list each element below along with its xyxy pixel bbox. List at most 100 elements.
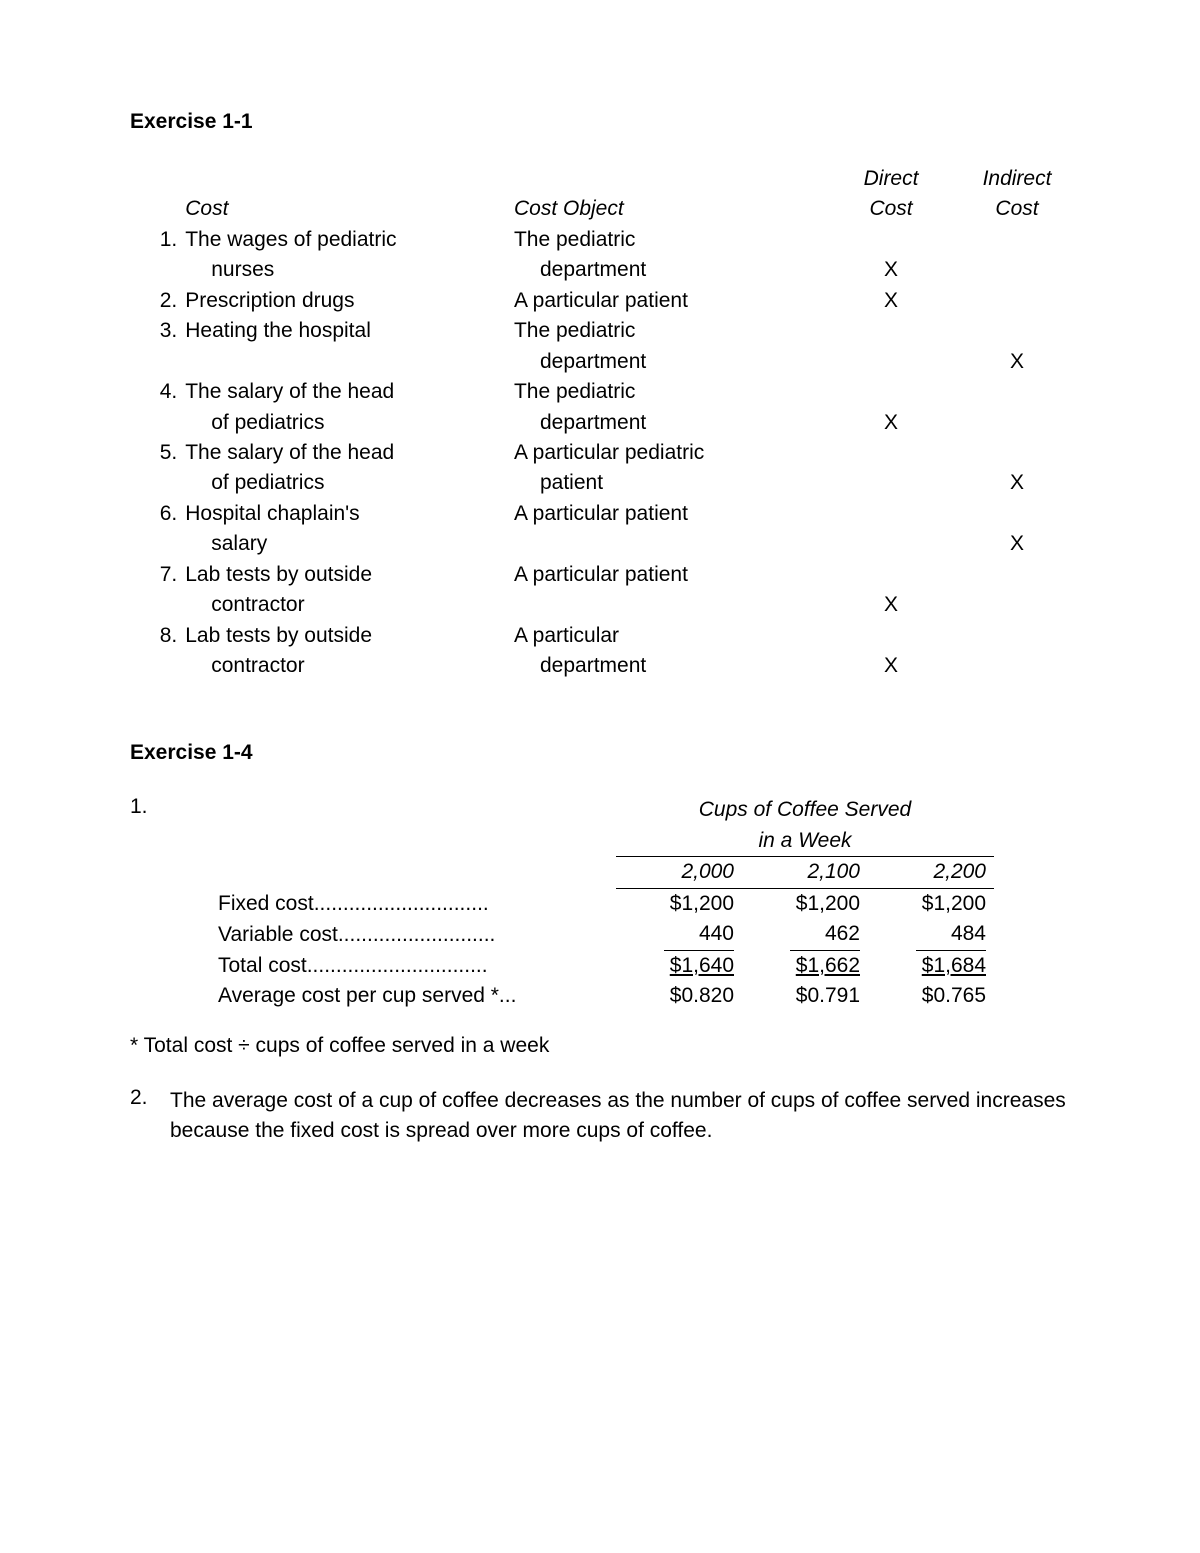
- cost-cell-line2: contractor: [181, 590, 510, 620]
- cost-cell-line2: salary: [181, 529, 510, 559]
- ex4-part2-num: 2.: [130, 1086, 170, 1147]
- ex4-value-cell: $1,200: [868, 888, 994, 919]
- cost-cell-line2: of pediatrics: [181, 408, 510, 438]
- cost-object-cell: A particular patient: [510, 286, 828, 316]
- ex4-value-cell: $1,662: [742, 951, 868, 981]
- ex4-value-cell: $1,200: [616, 888, 742, 919]
- col-indirect-2: Cost: [954, 194, 1080, 224]
- ex4-row-label: Variable cost...........................: [210, 919, 616, 950]
- col-indirect-1: Indirect: [954, 164, 1080, 194]
- direct-cost-cell: X: [828, 651, 954, 681]
- cost-object-cell: A particular patient: [510, 560, 828, 590]
- cost-cell: Prescription drugs: [181, 286, 510, 316]
- direct-cost-cell: [828, 377, 954, 407]
- cost-object-cell-line2: department: [510, 255, 828, 285]
- direct-cost-cell: X: [828, 286, 954, 316]
- cost-object-cell-line2: department: [510, 651, 828, 681]
- direct-cost-cell: X: [828, 590, 954, 620]
- indirect-cost-cell: X: [954, 529, 1080, 559]
- ex4-footnote: * Total cost ÷ cups of coffee served in …: [130, 1034, 1080, 1058]
- ex4-col-2: 2,200: [868, 857, 994, 888]
- cost-object-cell-line2: department: [510, 408, 828, 438]
- cost-cell: The salary of the head: [181, 377, 510, 407]
- cost-object-cell: The pediatric: [510, 225, 828, 255]
- cost-object-cell: A particular: [510, 621, 828, 651]
- indirect-cost-cell: [954, 255, 1080, 285]
- row-number: 5.: [130, 438, 181, 468]
- direct-cost-cell: [828, 499, 954, 529]
- row-number: 8.: [130, 621, 181, 651]
- direct-cost-cell: [828, 621, 954, 651]
- cost-cell: The wages of pediatric: [181, 225, 510, 255]
- indirect-cost-cell: [954, 560, 1080, 590]
- direct-cost-cell: X: [828, 408, 954, 438]
- cost-cell: Heating the hospital: [181, 316, 510, 346]
- ex4-caption-1: Cups of Coffee Served: [699, 798, 911, 821]
- cost-object-cell: A particular pediatric: [510, 438, 828, 468]
- cost-cell-line2: of pediatrics: [181, 468, 510, 498]
- cost-cell-line2: nurses: [181, 255, 510, 285]
- cost-object-cell-line2: department: [510, 347, 828, 377]
- ex4-value-cell: $0.765: [868, 981, 994, 1011]
- cost-object-cell: The pediatric: [510, 316, 828, 346]
- exercise-1-title: Exercise 1-1: [130, 110, 1080, 134]
- ex4-value-cell: $1,200: [742, 888, 868, 919]
- ex4-part1-num: 1.: [130, 795, 170, 1011]
- ex4-value-cell: 484: [868, 919, 994, 950]
- cost-cell: Lab tests by outside: [181, 560, 510, 590]
- indirect-cost-cell: X: [954, 347, 1080, 377]
- indirect-cost-cell: [954, 499, 1080, 529]
- indirect-cost-cell: [954, 316, 1080, 346]
- exercise-1-table: Direct Indirect Cost Cost Object Cost Co…: [130, 164, 1080, 681]
- ex4-part2-text: The average cost of a cup of coffee decr…: [170, 1086, 1080, 1147]
- row-number: 6.: [130, 499, 181, 529]
- direct-cost-cell: [828, 529, 954, 559]
- ex4-value-cell: $1,640: [616, 951, 742, 981]
- ex4-col-0: 2,000: [616, 857, 742, 888]
- direct-cost-cell: [828, 347, 954, 377]
- ex4-row-label: Fixed cost..............................: [210, 888, 616, 919]
- indirect-cost-cell: [954, 286, 1080, 316]
- direct-cost-cell: [828, 438, 954, 468]
- direct-cost-cell: [828, 225, 954, 255]
- indirect-cost-cell: [954, 438, 1080, 468]
- ex4-value-cell: 462: [742, 919, 868, 950]
- cost-object-cell: The pediatric: [510, 377, 828, 407]
- ex4-value-cell: $0.820: [616, 981, 742, 1011]
- direct-cost-cell: [828, 316, 954, 346]
- col-direct-1: Direct: [828, 164, 954, 194]
- indirect-cost-cell: [954, 621, 1080, 651]
- exercise-4-table: Cups of Coffee Served in a Week 2,000 2,…: [210, 795, 994, 1011]
- exercise-4-title: Exercise 1-4: [130, 741, 1080, 765]
- direct-cost-cell: [828, 468, 954, 498]
- cost-cell: Lab tests by outside: [181, 621, 510, 651]
- cost-object-cell-line2: patient: [510, 468, 828, 498]
- col-cost-object: Cost Object: [510, 194, 828, 224]
- col-cost: Cost: [181, 194, 510, 224]
- ex4-value-cell: $0.791: [742, 981, 868, 1011]
- direct-cost-cell: X: [828, 255, 954, 285]
- indirect-cost-cell: X: [954, 468, 1080, 498]
- cost-object-cell: A particular patient: [510, 499, 828, 529]
- cost-cell: The salary of the head: [181, 438, 510, 468]
- direct-cost-cell: [828, 560, 954, 590]
- indirect-cost-cell: [954, 225, 1080, 255]
- ex4-value-cell: 440: [616, 919, 742, 950]
- ex4-caption-2: in a Week: [759, 829, 852, 852]
- row-number: 1.: [130, 225, 181, 255]
- col-direct-2: Cost: [828, 194, 954, 224]
- indirect-cost-cell: [954, 408, 1080, 438]
- row-number: 2.: [130, 286, 181, 316]
- indirect-cost-cell: [954, 377, 1080, 407]
- cost-object-cell-line2: [510, 529, 828, 559]
- cost-cell-line2: [181, 347, 510, 377]
- cost-cell: Hospital chaplain's: [181, 499, 510, 529]
- indirect-cost-cell: [954, 651, 1080, 681]
- cost-cell-line2: contractor: [181, 651, 510, 681]
- ex4-row-label: Total cost..............................…: [210, 951, 616, 981]
- ex4-value-cell: $1,684: [868, 951, 994, 981]
- cost-object-cell-line2: [510, 590, 828, 620]
- row-number: 7.: [130, 560, 181, 590]
- ex4-col-1: 2,100: [742, 857, 868, 888]
- ex4-row-label: Average cost per cup served *...: [210, 981, 616, 1011]
